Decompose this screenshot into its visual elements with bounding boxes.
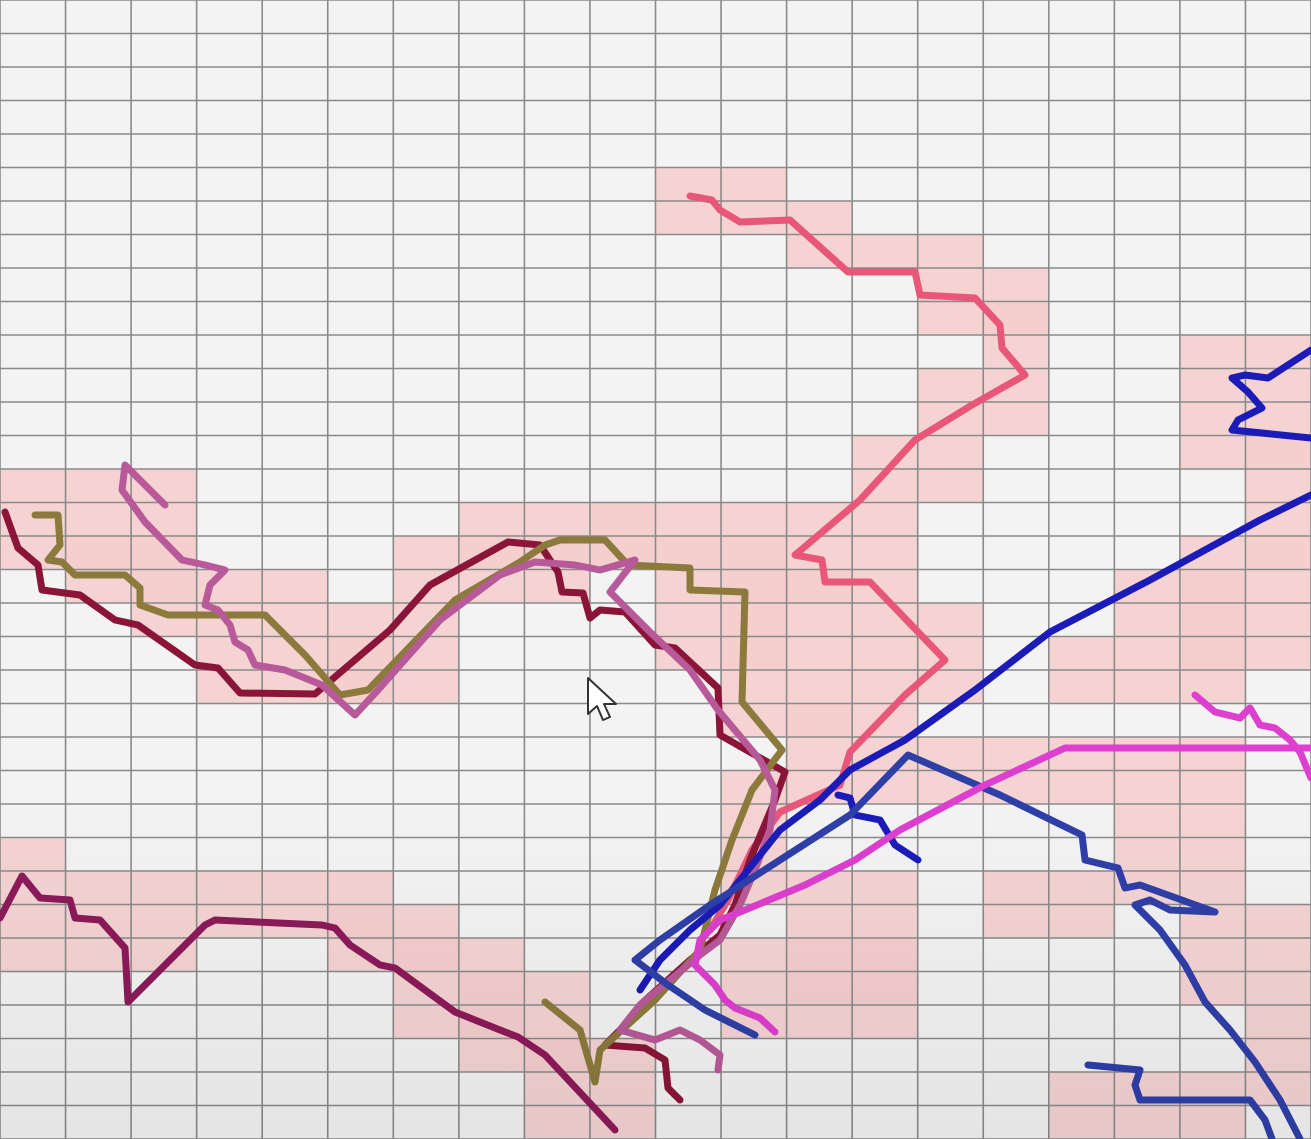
- trail-layer: [0, 192, 1311, 1139]
- navy-blue-trail-long: [636, 491, 1311, 994]
- magenta-trail: [691, 744, 1311, 1036]
- magenta-trail-scribble: [1191, 691, 1311, 782]
- mouse-pointer-icon: [587, 677, 617, 721]
- slate-blue-trail-bottom: [1084, 1061, 1276, 1139]
- highlight-cell: [1245, 1005, 1311, 1106]
- mauve-trail: [118, 461, 779, 1074]
- plum-trail: [0, 872, 619, 1134]
- olive-trail: [31, 511, 786, 1086]
- navy-blue-trail-short: [834, 791, 922, 864]
- slate-blue-trail: [631, 751, 1304, 1139]
- highlight-cell: [721, 938, 918, 1039]
- navy-blue-trail: [1228, 346, 1311, 442]
